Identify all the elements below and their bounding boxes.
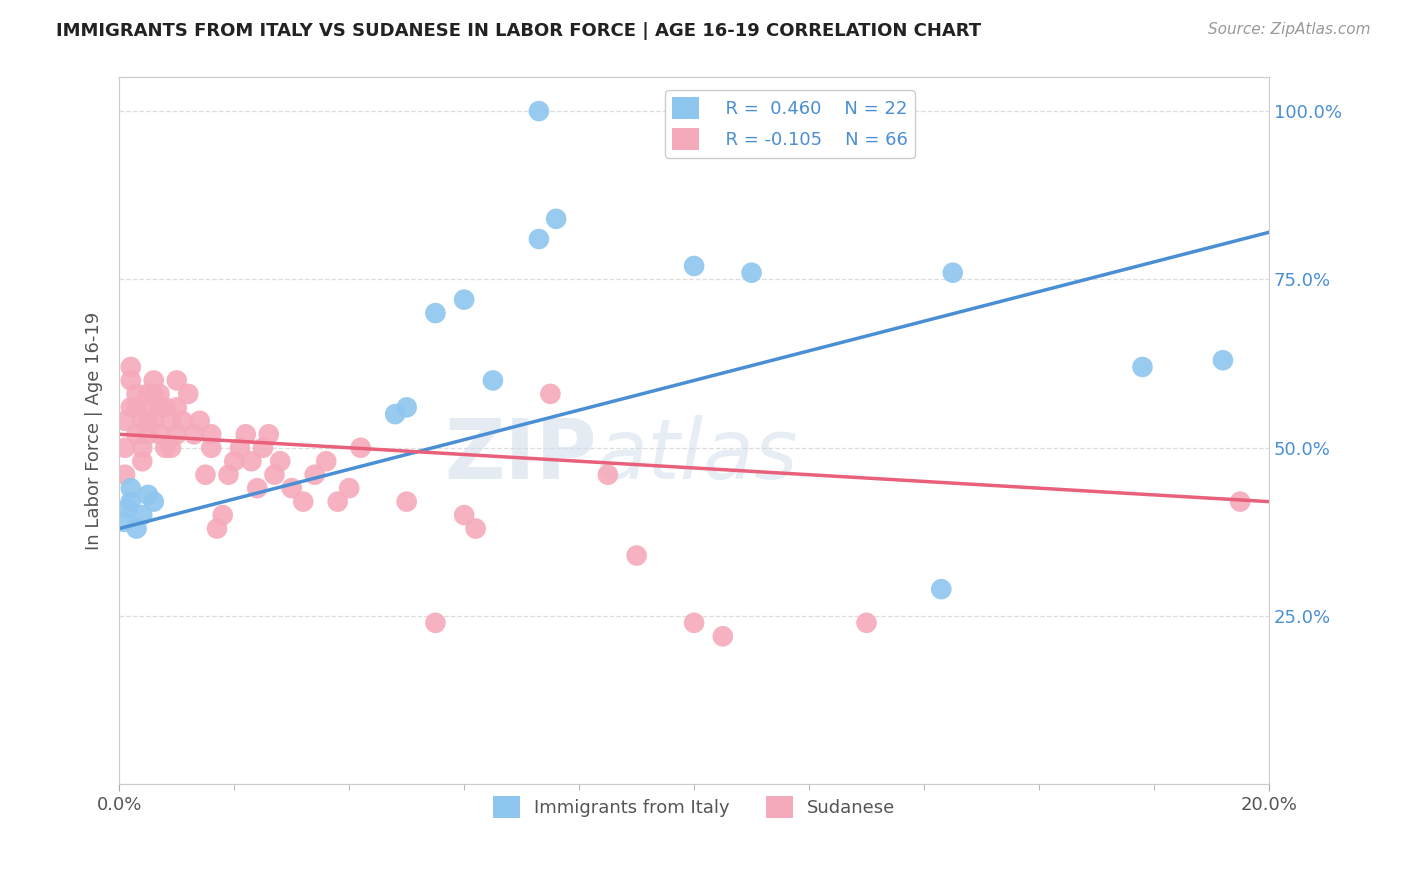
Point <box>263 467 285 482</box>
Point <box>155 441 177 455</box>
Point <box>538 387 561 401</box>
Point <box>112 515 135 529</box>
Point <box>131 441 153 455</box>
Point <box>120 481 142 495</box>
Point <box>546 211 568 226</box>
Point <box>292 494 315 508</box>
Point <box>395 494 418 508</box>
Point <box>131 508 153 522</box>
Point <box>942 266 965 280</box>
Point <box>183 427 205 442</box>
Point <box>257 427 280 442</box>
Point <box>125 387 148 401</box>
Point <box>160 414 183 428</box>
Point <box>741 266 763 280</box>
Text: ZIP: ZIP <box>444 415 596 496</box>
Point <box>527 104 550 119</box>
Point <box>315 454 337 468</box>
Point <box>527 232 550 246</box>
Legend: Immigrants from Italy, Sudanese: Immigrants from Italy, Sudanese <box>485 789 903 825</box>
Point <box>1132 359 1154 374</box>
Point <box>148 387 170 401</box>
Point <box>136 387 159 401</box>
Point <box>148 427 170 442</box>
Point <box>453 508 475 522</box>
Point <box>453 293 475 307</box>
Point <box>395 401 418 415</box>
Point <box>166 401 188 415</box>
Point <box>166 427 188 442</box>
Point <box>136 414 159 428</box>
Point <box>120 373 142 387</box>
Point <box>200 427 222 442</box>
Point <box>218 467 240 482</box>
Point <box>120 359 142 374</box>
Point <box>142 494 165 508</box>
Point <box>177 387 200 401</box>
Point <box>142 414 165 428</box>
Point <box>136 488 159 502</box>
Point <box>596 467 619 482</box>
Point <box>125 401 148 415</box>
Point <box>114 467 136 482</box>
Point <box>155 401 177 415</box>
Point <box>326 494 349 508</box>
Point <box>229 441 252 455</box>
Point <box>855 615 877 630</box>
Point <box>482 373 505 387</box>
Y-axis label: In Labor Force | Age 16-19: In Labor Force | Age 16-19 <box>86 312 103 550</box>
Point <box>337 481 360 495</box>
Point <box>136 427 159 442</box>
Point <box>131 414 153 428</box>
Point <box>188 414 211 428</box>
Point <box>211 508 233 522</box>
Point <box>200 441 222 455</box>
Point <box>464 522 486 536</box>
Point <box>252 441 274 455</box>
Point <box>125 427 148 442</box>
Point <box>120 401 142 415</box>
Point <box>224 454 246 468</box>
Point <box>114 414 136 428</box>
Point <box>683 259 706 273</box>
Point <box>142 387 165 401</box>
Point <box>166 373 188 387</box>
Point <box>929 582 952 596</box>
Point <box>240 454 263 468</box>
Point <box>246 481 269 495</box>
Point <box>117 501 139 516</box>
Point <box>304 467 326 482</box>
Point <box>425 615 447 630</box>
Point <box>148 401 170 415</box>
Point <box>120 494 142 508</box>
Point <box>114 441 136 455</box>
Point <box>280 481 302 495</box>
Text: atlas: atlas <box>596 415 799 496</box>
Point <box>1229 494 1251 508</box>
Point <box>125 522 148 536</box>
Text: Source: ZipAtlas.com: Source: ZipAtlas.com <box>1208 22 1371 37</box>
Point <box>350 441 373 455</box>
Point <box>142 373 165 387</box>
Point <box>683 615 706 630</box>
Point <box>160 441 183 455</box>
Point <box>425 306 447 320</box>
Text: IMMIGRANTS FROM ITALY VS SUDANESE IN LABOR FORCE | AGE 16-19 CORRELATION CHART: IMMIGRANTS FROM ITALY VS SUDANESE IN LAB… <box>56 22 981 40</box>
Point <box>235 427 257 442</box>
Point <box>205 522 228 536</box>
Point <box>384 407 406 421</box>
Point <box>269 454 291 468</box>
Point <box>1212 353 1234 368</box>
Point <box>136 401 159 415</box>
Point <box>172 414 194 428</box>
Point <box>194 467 217 482</box>
Point <box>626 549 648 563</box>
Point <box>131 454 153 468</box>
Point <box>711 629 734 643</box>
